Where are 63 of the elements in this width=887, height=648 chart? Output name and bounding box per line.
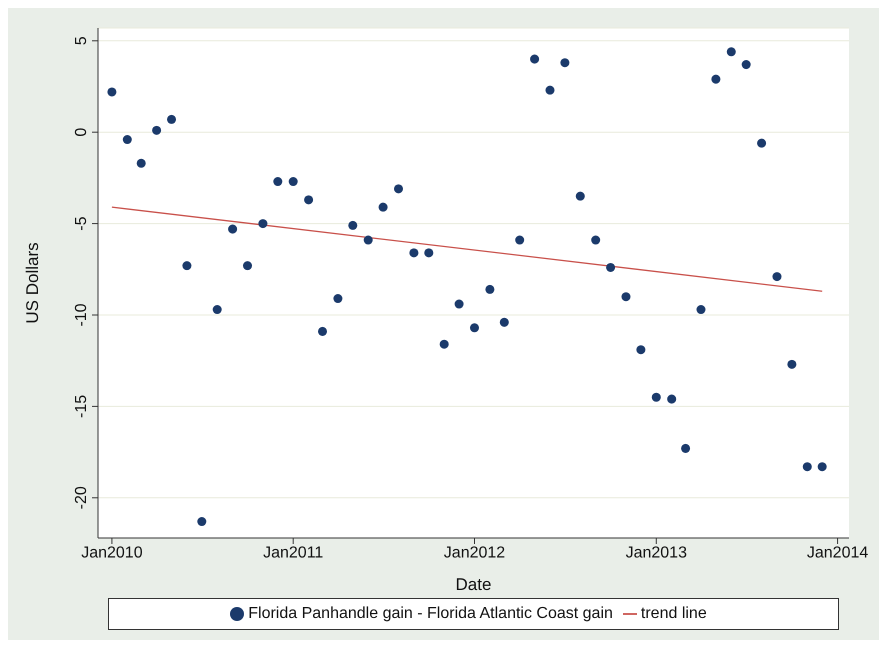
- y-tick-label: 5: [73, 36, 90, 46]
- point: [621, 292, 630, 302]
- point: [530, 54, 540, 64]
- point: [696, 305, 706, 314]
- point: [197, 517, 206, 526]
- point: [212, 305, 222, 314]
- x-tick-label: Jan2011: [263, 544, 324, 562]
- point: [802, 462, 812, 472]
- point: [424, 248, 434, 258]
- point: [591, 236, 600, 245]
- point: [152, 126, 162, 135]
- y-axis-title: US Dollars: [23, 242, 42, 324]
- y-tick-label: 0: [73, 128, 90, 137]
- point: [409, 248, 418, 258]
- point: [545, 86, 555, 95]
- point: [288, 177, 298, 186]
- x-axis-title: Date: [456, 575, 492, 594]
- point: [304, 195, 314, 204]
- point: [652, 392, 661, 402]
- x-tick-label: Jan2013: [626, 544, 688, 562]
- point: [258, 219, 268, 228]
- point: [364, 236, 373, 245]
- point: [348, 220, 358, 230]
- point: [757, 138, 766, 148]
- y-tick-label: -15: [73, 394, 90, 418]
- point: [787, 360, 796, 369]
- point: [742, 60, 751, 70]
- point: [485, 284, 494, 294]
- point: [122, 135, 132, 144]
- point: [394, 184, 404, 194]
- point: [681, 444, 690, 453]
- point: [454, 300, 464, 309]
- point: [228, 224, 238, 234]
- x-tick-label: Jan2014: [806, 544, 868, 562]
- y-tick-label: -20: [73, 486, 90, 510]
- point: [500, 318, 509, 327]
- point: [182, 261, 192, 270]
- point: [636, 345, 646, 354]
- legend-label: trend line: [640, 605, 707, 622]
- x-tick-label: Jan2010: [81, 544, 143, 562]
- point: [166, 114, 176, 124]
- point: [711, 74, 720, 84]
- point: [318, 326, 328, 336]
- y-tick-label: -10: [73, 303, 90, 327]
- point: [576, 192, 585, 201]
- point: [242, 261, 252, 270]
- point: [818, 462, 827, 472]
- x-tick-label: Jan2012: [444, 544, 506, 562]
- point: [378, 202, 388, 212]
- point: [606, 262, 616, 272]
- point: [107, 87, 116, 96]
- point: [560, 58, 570, 68]
- point: [273, 177, 282, 186]
- point: [772, 272, 782, 282]
- legend-label: Florida Panhandle gain - Florida Atlantic Coast gain: [248, 605, 613, 622]
- point: [470, 323, 480, 332]
- point: [667, 394, 676, 404]
- point: [136, 158, 146, 168]
- point: [440, 340, 449, 349]
- point: [333, 294, 342, 304]
- point: [515, 236, 524, 245]
- point: [726, 47, 736, 56]
- y-tick-label: -5: [73, 216, 90, 231]
